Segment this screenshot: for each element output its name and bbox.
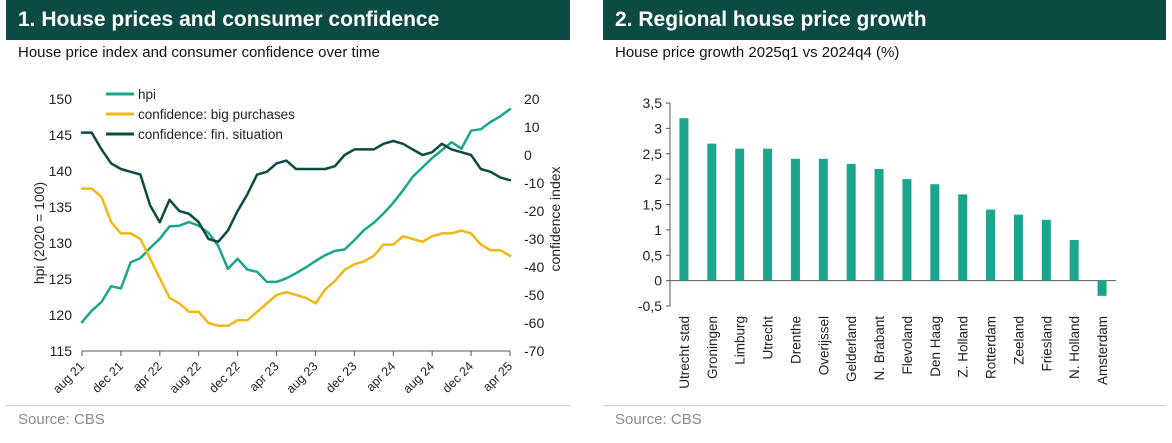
y2-tick-label: -10	[524, 175, 544, 191]
x-tick-label: dec 21	[90, 359, 126, 395]
left-source-divider	[6, 405, 570, 406]
bar	[1069, 240, 1079, 281]
y-tick-label: 130	[49, 235, 73, 251]
y-tick-label: 140	[49, 163, 73, 179]
big-purchases-series-line	[80, 187, 512, 328]
y-tick-label: 145	[49, 127, 73, 143]
category-label: Rotterdam	[984, 316, 999, 379]
bar	[735, 148, 745, 281]
category-label: Amsterdam	[1095, 316, 1110, 385]
x-tick-label: apr 22	[130, 359, 165, 394]
bar	[986, 209, 996, 281]
y-tick-label: -0,5	[638, 298, 662, 314]
bar	[763, 148, 773, 281]
y-tick-label: 0	[654, 273, 662, 289]
left-panel-title: 1. House prices and consumer confidence	[6, 0, 570, 40]
x-tick-label: aug 22	[167, 359, 204, 396]
y-tick-label: 2,5	[643, 146, 663, 162]
y-tick-label: 135	[49, 199, 73, 215]
y2-tick-label: -20	[524, 203, 544, 219]
line-chart: 115 120 125 130 135 140 145 150 -70 -60 -50 -40 -30 -…	[31, 87, 563, 396]
bar	[707, 143, 717, 281]
category-label: N. Brabant	[872, 316, 887, 381]
category-label: Groningen	[705, 316, 720, 379]
x-tick-label: aug 23	[284, 359, 321, 396]
category-label: Drenthe	[788, 316, 803, 364]
x-tick-label: dec 23	[323, 359, 359, 395]
category-label: Den Haag	[928, 316, 943, 377]
bar	[818, 158, 828, 281]
category-label: Z. Holland	[956, 316, 971, 378]
category-label: Overijssel	[816, 316, 831, 375]
y2-tick-label: -70	[524, 343, 544, 359]
category-label: Zeeland	[1011, 316, 1026, 365]
right-chart-panel: 2. Regional house price growth House pri…	[603, 0, 1166, 443]
bar	[1097, 280, 1107, 296]
bar	[846, 163, 856, 281]
y-tick-label: 3	[654, 120, 662, 136]
category-label: Limburg	[733, 316, 748, 365]
bar	[679, 118, 689, 281]
legend-label: hpi	[138, 87, 156, 102]
y2-tick-label: -60	[524, 315, 544, 331]
bar	[874, 168, 884, 281]
y-tick-label: 150	[49, 91, 73, 107]
left-chart-panel: 1. House prices and consumer confidence …	[6, 0, 570, 443]
y2-tick-label: -30	[524, 231, 544, 247]
x-tick-label: apr 25	[480, 359, 515, 394]
bar	[930, 184, 940, 281]
x-tick-label: apr 24	[363, 359, 398, 394]
y-tick-label: 0,5	[643, 247, 663, 263]
x-tick-label: dec 24	[440, 359, 476, 395]
y-tick-label: 115	[50, 343, 73, 359]
y-tick-label: 3,5	[643, 95, 663, 111]
right-panel-title: 2. Regional house price growth	[603, 0, 1166, 40]
y2-tick-label: -50	[524, 287, 544, 303]
hpi-series-line	[80, 107, 512, 324]
y2-tick-label: 0	[524, 147, 532, 163]
right-source-divider	[603, 405, 1166, 406]
category-label: Utrecht stad	[677, 316, 692, 389]
y-axis-label: hpi (2020 = 100)	[31, 182, 47, 284]
x-tick-label: apr 23	[247, 359, 282, 394]
y2-tick-label: 10	[524, 119, 540, 135]
category-label: Utrecht	[761, 316, 776, 360]
bar	[1041, 219, 1051, 281]
category-label: Flevoland	[900, 316, 915, 375]
x-tick-label: aug 24	[400, 359, 437, 396]
bar-chart: -0,5 0 0,5 1 1,5 2 2,5 3 3,5 Utrecht stad Groninge…	[638, 95, 1116, 389]
category-label: N. Holland	[1067, 316, 1082, 379]
category-label: Friesland	[1039, 316, 1054, 372]
y-tick-label: 2	[654, 171, 662, 187]
category-label: Gelderland	[844, 316, 859, 382]
fin-situation-series-line	[80, 131, 512, 244]
bar	[1013, 214, 1023, 281]
right-source: Source: CBS	[615, 411, 702, 428]
y2-axis-label: confidence index	[547, 166, 563, 271]
left-source: Source: CBS	[18, 411, 105, 428]
right-panel-subtitle: House price growth 2025q1 vs 2024q4 (%)	[615, 44, 900, 61]
bar	[902, 179, 912, 281]
x-tick-label: aug 21	[50, 359, 87, 396]
y-tick-label: 1,5	[643, 197, 663, 213]
y-tick-label: 120	[49, 307, 73, 323]
y-tick-label: 1	[654, 222, 662, 238]
bar	[790, 158, 800, 281]
y2-tick-label: -40	[524, 259, 544, 275]
legend-label: confidence: big purchases	[138, 107, 295, 122]
y-tick-label: 125	[49, 271, 73, 287]
legend-label: confidence: fin. situation	[138, 127, 283, 142]
left-panel-subtitle: House price index and consumer confidenc…	[18, 44, 380, 61]
bar	[958, 194, 968, 281]
x-tick-label: dec 22	[206, 359, 242, 395]
y2-tick-label: 20	[524, 91, 540, 107]
